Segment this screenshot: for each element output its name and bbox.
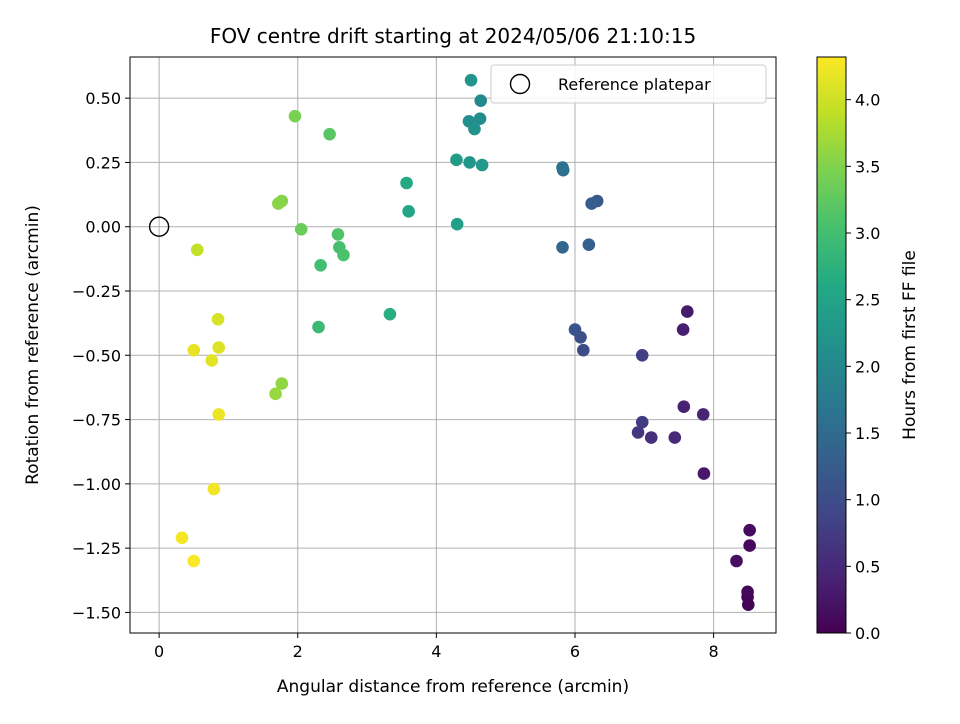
y-axis-label: Rotation from reference (arcmin) bbox=[23, 205, 43, 485]
plot-frame bbox=[129, 56, 777, 634]
y-tick-label: −1.50 bbox=[72, 603, 121, 622]
x-tick-label: 2 bbox=[293, 642, 303, 661]
data-point bbox=[474, 94, 488, 108]
x-tick-label: 0 bbox=[154, 642, 164, 661]
data-point bbox=[337, 248, 350, 262]
y-tick-label: −0.50 bbox=[72, 346, 121, 365]
data-point bbox=[211, 312, 225, 326]
data-point bbox=[450, 217, 464, 231]
x-tick-label: 4 bbox=[431, 642, 441, 661]
data-point bbox=[464, 73, 478, 87]
y-tick-label: −1.25 bbox=[72, 539, 121, 558]
data-point bbox=[288, 109, 302, 123]
colorbar-tick-label: 2.5 bbox=[855, 291, 880, 310]
data-point bbox=[676, 323, 690, 336]
data-point bbox=[383, 307, 397, 321]
data-point bbox=[207, 482, 221, 496]
data-point bbox=[743, 523, 756, 537]
data-point bbox=[730, 554, 743, 568]
data-point bbox=[741, 585, 754, 599]
data-point bbox=[187, 343, 201, 357]
legend: Reference platepar bbox=[490, 64, 767, 104]
data-point bbox=[677, 400, 691, 414]
data-point bbox=[468, 122, 481, 136]
data-point bbox=[697, 467, 711, 480]
reference-platepar-marker bbox=[148, 216, 170, 237]
data-point bbox=[668, 431, 682, 444]
data-point bbox=[294, 222, 308, 236]
data-point bbox=[331, 228, 345, 241]
data-point bbox=[187, 554, 201, 568]
data-point bbox=[450, 153, 463, 167]
chart-title: FOV centre drift starting at 2024/05/06 … bbox=[210, 24, 696, 48]
x-axis-ticks: 0 2 4 6 8 bbox=[154, 633, 719, 661]
data-point bbox=[696, 408, 710, 421]
x-axis-label: Angular distance from reference (arcmin) bbox=[277, 677, 629, 697]
data-point bbox=[314, 258, 327, 272]
data-point bbox=[275, 377, 289, 390]
data-point bbox=[312, 320, 325, 334]
y-axis-ticks: 0.50 0.25 0.00 −0.25 −0.50 −0.75 −1.00 −1.25 −1.… bbox=[72, 89, 130, 622]
colorbar-tick-label: 0.5 bbox=[855, 557, 880, 576]
colorbar-ticks: 0.0 0.5 1.0 1.5 2.0 2.5 3.0 3.5 4.0 bbox=[846, 91, 880, 643]
colorbar-tick-label: 3.0 bbox=[855, 224, 880, 243]
data-point bbox=[582, 238, 596, 252]
data-point bbox=[644, 431, 658, 444]
data-point bbox=[743, 539, 756, 552]
data-point bbox=[400, 176, 413, 190]
data-point bbox=[568, 323, 582, 336]
y-tick-label: −0.25 bbox=[72, 282, 121, 301]
y-tick-label: 0.00 bbox=[85, 218, 121, 237]
data-point bbox=[212, 341, 226, 354]
data-point bbox=[680, 305, 694, 318]
colorbar-tick-label: 1.0 bbox=[855, 491, 880, 510]
legend-label-reference: Reference platepar bbox=[558, 75, 711, 94]
data-point bbox=[212, 408, 226, 421]
data-point bbox=[463, 156, 476, 169]
data-point bbox=[577, 343, 590, 357]
data-point bbox=[635, 348, 649, 362]
legend-box bbox=[490, 64, 767, 104]
colorbar: 0.0 0.5 1.0 1.5 2.0 2.5 3.0 3.5 4.0 Hours from f… bbox=[816, 56, 920, 643]
data-points bbox=[175, 73, 756, 612]
data-point bbox=[556, 240, 569, 254]
colorbar-tick-label: 2.0 bbox=[855, 357, 880, 376]
data-point bbox=[190, 243, 204, 257]
data-point bbox=[272, 197, 285, 210]
reference-marker-group bbox=[148, 216, 170, 237]
data-point bbox=[585, 197, 598, 210]
data-point bbox=[402, 204, 415, 218]
colorbar-tick-label: 3.5 bbox=[855, 157, 880, 176]
colorbar-tick-label: 0.0 bbox=[855, 624, 880, 643]
y-tick-label: −0.75 bbox=[72, 411, 121, 430]
y-tick-label: −1.00 bbox=[72, 475, 121, 494]
colorbar-tick-label: 4.0 bbox=[855, 91, 880, 110]
data-point bbox=[556, 161, 569, 174]
colorbar-tick-label: 1.5 bbox=[855, 424, 880, 443]
x-tick-label: 8 bbox=[709, 642, 719, 661]
data-point bbox=[635, 415, 649, 429]
data-point bbox=[631, 426, 645, 439]
legend-reference-marker bbox=[509, 73, 531, 95]
colorbar-label: Hours from first FF file bbox=[900, 250, 920, 440]
data-point bbox=[475, 158, 489, 172]
data-point bbox=[323, 127, 336, 141]
data-point bbox=[175, 531, 189, 545]
data-point bbox=[473, 112, 487, 126]
grid-lines bbox=[130, 57, 776, 633]
data-point bbox=[269, 387, 282, 401]
y-tick-label: 0.50 bbox=[85, 89, 121, 108]
colorbar-gradient bbox=[816, 56, 847, 634]
x-tick-label: 6 bbox=[570, 642, 580, 661]
data-point bbox=[205, 354, 219, 367]
y-tick-label: 0.25 bbox=[85, 153, 121, 172]
